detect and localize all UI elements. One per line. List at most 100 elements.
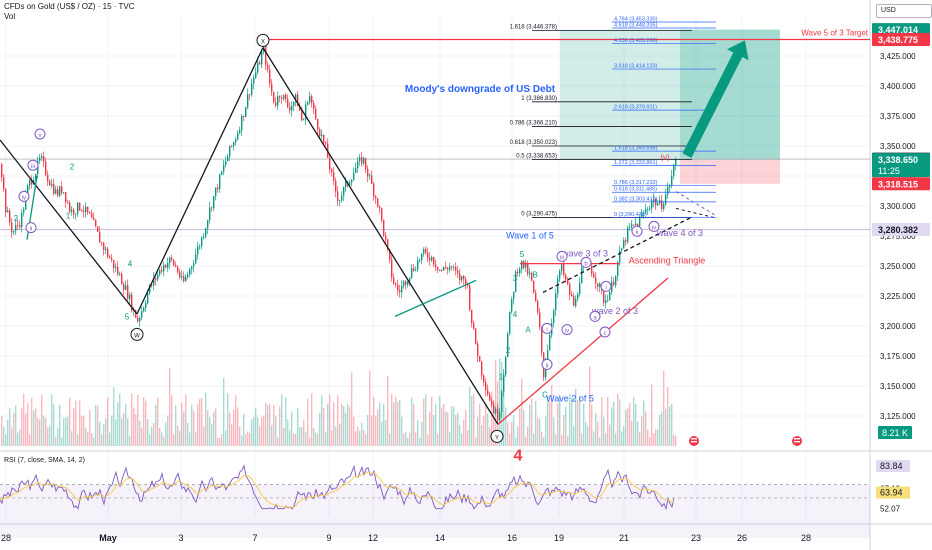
volume-bar <box>461 433 463 446</box>
volume-bar <box>113 387 115 446</box>
chart-annotation: wave 2 of 3 <box>591 306 638 316</box>
volume-bar <box>225 430 227 446</box>
wave-label-circle <box>589 310 601 322</box>
rsi-tag-bg <box>876 486 910 499</box>
volume-bar <box>115 419 117 446</box>
candle-body <box>335 181 337 192</box>
candle-body <box>5 188 7 213</box>
candle-body <box>213 196 215 209</box>
candle-body <box>367 168 369 177</box>
volume-bar <box>439 396 441 446</box>
candle-body <box>505 356 507 375</box>
volume-bar <box>281 394 283 446</box>
volume-bar <box>469 386 471 446</box>
volume-bar <box>509 433 511 446</box>
candle-body <box>51 183 53 186</box>
candle-body <box>369 175 371 177</box>
volume-bar <box>633 397 635 446</box>
candle-body <box>139 317 141 322</box>
candle-body <box>441 269 443 271</box>
volume-bar <box>355 431 357 446</box>
candle-body <box>625 240 627 243</box>
volume-bar <box>209 417 211 446</box>
candle-body <box>7 210 9 213</box>
price-tag-bg <box>872 32 930 46</box>
volume-bar <box>81 415 83 446</box>
wave-label: c <box>604 331 607 337</box>
candle-body <box>299 106 301 111</box>
candle-body <box>293 101 295 106</box>
volume-bar <box>395 396 397 446</box>
candle-body <box>673 164 675 176</box>
wave-label-circle <box>648 220 660 232</box>
volume-bar <box>643 400 645 446</box>
volume-bar <box>591 404 593 446</box>
volume-bar <box>441 407 443 446</box>
volume-bar <box>429 411 431 446</box>
volume-bar <box>505 407 507 446</box>
candle-body <box>627 227 629 243</box>
candle-body <box>411 268 413 278</box>
fib-ext-label: 4.618 (3,448.335) <box>614 22 658 28</box>
volume-bar <box>569 393 571 446</box>
volume-bar <box>545 416 547 446</box>
candle-body <box>171 257 173 260</box>
chart-annotation: wave 4 of 3 <box>656 228 703 238</box>
rsi-band <box>0 484 870 539</box>
projection-line <box>675 191 717 217</box>
candle-body <box>415 269 417 271</box>
volume-bar <box>125 404 127 446</box>
volume-bar <box>255 407 257 446</box>
volume-bar <box>323 408 325 446</box>
candle-body <box>663 204 665 210</box>
volume-bar <box>587 426 589 446</box>
candle-body <box>319 129 321 137</box>
volume-bar <box>477 416 479 446</box>
volume-bar <box>301 427 303 446</box>
volume-bar <box>435 403 437 446</box>
candle-body <box>527 263 529 275</box>
candle-body <box>203 236 205 238</box>
candle-body <box>261 52 263 65</box>
candle-body <box>439 269 441 271</box>
wave-label: iii <box>560 255 564 261</box>
chart-annotation: Moody's downgrade of US Debt <box>405 84 556 95</box>
volume-bar <box>551 385 553 446</box>
candle-body <box>511 299 513 312</box>
volume-bar <box>111 415 113 446</box>
candle-body <box>41 156 43 158</box>
wave-label-circle <box>541 358 553 370</box>
price-tag-bg <box>872 153 930 178</box>
candle-body <box>345 181 347 188</box>
candle-body <box>151 284 153 286</box>
candle-body <box>357 160 359 169</box>
volume-bar <box>559 394 561 446</box>
candle-body <box>249 94 251 96</box>
volume-bar <box>57 428 59 446</box>
candle-body <box>189 269 191 275</box>
volume-tag-label: 8.21 K <box>882 428 908 438</box>
wave-label: 1 <box>66 212 71 221</box>
fib-ext-label: 0.786 (3,317.233) <box>614 180 658 186</box>
volume-bar <box>233 409 235 446</box>
volume-bar <box>11 427 13 446</box>
currency-selector[interactable]: USD <box>876 4 932 18</box>
candle-body <box>611 281 613 292</box>
volume-bar <box>535 400 537 446</box>
candle-body <box>259 62 261 65</box>
volume-bar <box>39 419 41 446</box>
volume-bar <box>287 419 289 446</box>
candle-body <box>665 194 667 205</box>
candle-body <box>43 156 45 162</box>
candle-body <box>429 257 431 261</box>
candle-body <box>657 203 659 206</box>
candle-body <box>63 192 65 194</box>
volume-bar <box>503 372 505 446</box>
volume-bar <box>321 395 323 446</box>
candle-body <box>361 157 363 164</box>
price-axis-label: 3,425.000 <box>880 52 916 61</box>
volume-bar <box>1 415 3 446</box>
volume-bar <box>555 434 557 446</box>
